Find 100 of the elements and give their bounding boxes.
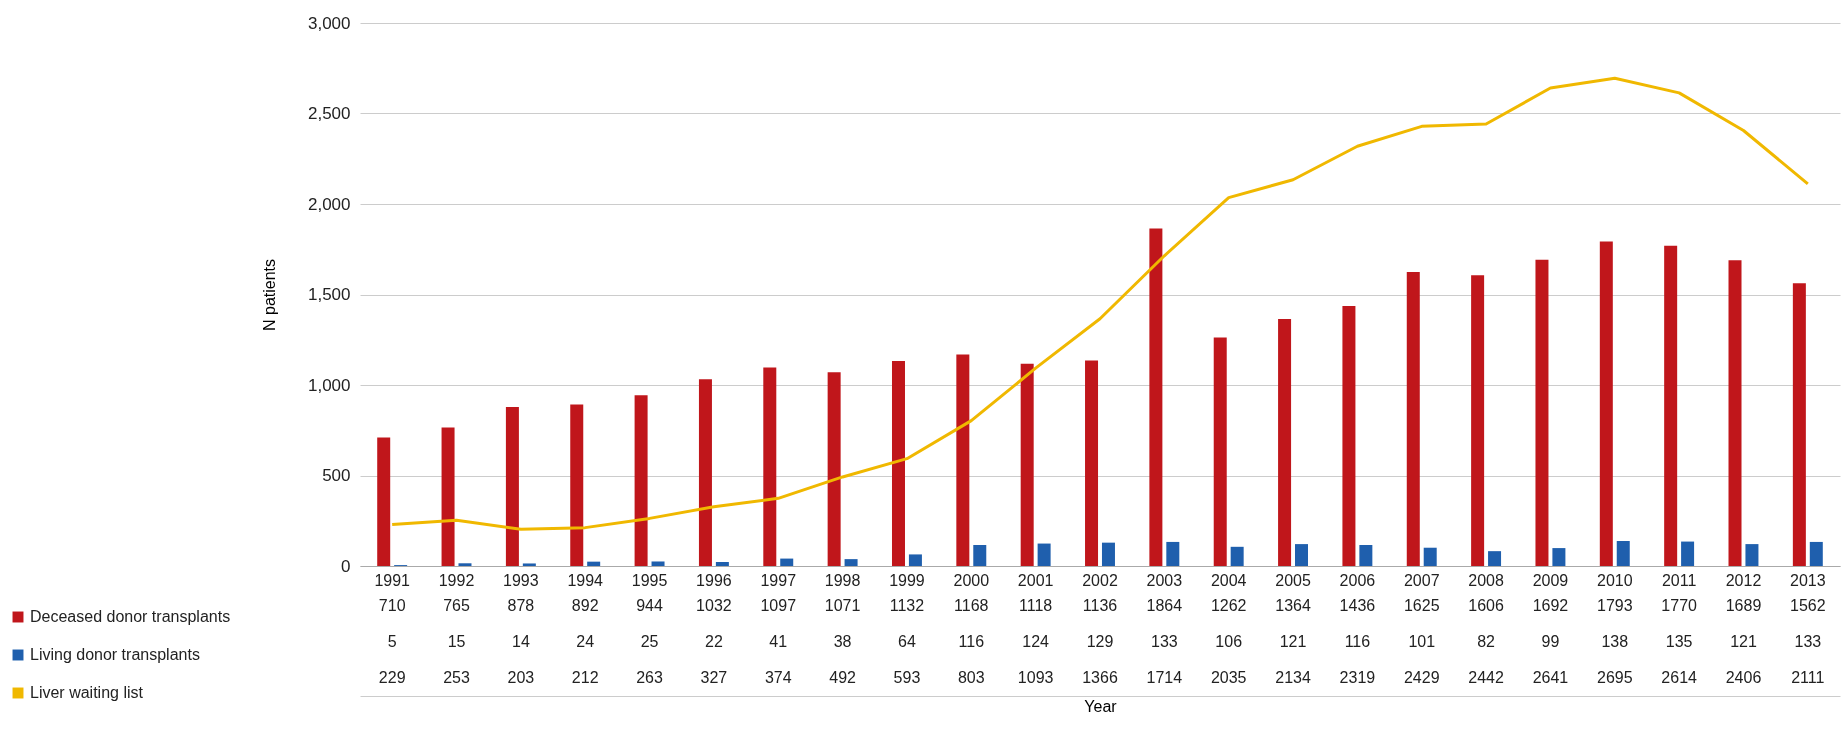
bar (1809, 541, 1823, 566)
data-label: 263 (636, 669, 664, 686)
legend-label: Liver waiting list (30, 684, 144, 701)
data-label: 106 (1215, 633, 1243, 650)
data-label: 133 (1151, 633, 1178, 650)
bar (1681, 541, 1695, 566)
data-label: 1071 (824, 597, 861, 614)
data-label: 1714 (1146, 669, 1183, 686)
x-tick-label: 2003 (1146, 571, 1183, 589)
data-label: 133 (1794, 633, 1822, 650)
data-label: 2429 (1403, 669, 1440, 686)
data-label: 803 (957, 669, 985, 686)
y-tick-label: 500 (322, 466, 351, 485)
bar (1552, 548, 1566, 566)
x-tick-label: 2012 (1725, 571, 1762, 589)
data-label: 138 (1601, 633, 1629, 650)
bar (1406, 271, 1420, 566)
bar (377, 437, 391, 566)
bar (1745, 544, 1759, 566)
data-label: 1606 (1468, 597, 1504, 614)
data-label: 878 (507, 597, 535, 614)
bar (908, 554, 922, 566)
data-label: 2406 (1725, 669, 1762, 686)
x-tick-label: 2006 (1339, 571, 1376, 589)
data-label: 1364 (1275, 597, 1311, 614)
x-tick-label: 2013 (1790, 571, 1826, 589)
x-tick-label: 1997 (760, 571, 797, 589)
data-label: 14 (511, 633, 530, 650)
data-label: 1262 (1210, 597, 1247, 614)
y-tick-label: 1,500 (307, 285, 351, 304)
y-tick-label: 3,000 (307, 13, 351, 33)
data-label: 1625 (1403, 597, 1440, 614)
data-label: 41 (769, 633, 788, 650)
data-label: 1864 (1146, 597, 1183, 614)
legend-label: Deceased donor transplants (30, 608, 231, 625)
bar (891, 361, 905, 566)
bar (634, 395, 648, 566)
data-label: 1136 (1082, 597, 1118, 614)
bar (1535, 259, 1549, 566)
bar (1213, 337, 1227, 566)
data-label: 1562 (1790, 597, 1826, 614)
x-tick-label: 2000 (953, 571, 990, 589)
bar (1166, 541, 1180, 566)
x-tick-label: 2004 (1210, 571, 1247, 589)
bar (698, 379, 712, 566)
bar (1792, 283, 1806, 566)
data-label: 116 (958, 633, 985, 650)
data-label: 253 (443, 669, 470, 686)
bar (1342, 306, 1356, 566)
data-label: 2035 (1210, 669, 1247, 686)
data-label: 124 (1022, 633, 1050, 650)
x-tick-label: 2008 (1468, 571, 1504, 589)
data-label: 374 (764, 669, 792, 686)
data-label: 2695 (1596, 669, 1633, 686)
data-label: 1366 (1082, 669, 1118, 686)
data-label: 5 (387, 633, 397, 650)
data-label: 892 (571, 597, 599, 614)
bar (587, 561, 601, 566)
x-tick-label: 2002 (1082, 571, 1118, 589)
bar (844, 559, 858, 566)
y-tick-label: 1,000 (307, 375, 351, 395)
line-series (390, 76, 1810, 531)
data-label: 1689 (1725, 597, 1762, 614)
data-label: 1168 (954, 597, 989, 614)
bar (780, 558, 794, 566)
bar (441, 427, 455, 566)
bar (715, 562, 729, 566)
x-tick-label: 1999 (889, 571, 925, 589)
x-tick-label: 1993 (503, 571, 539, 589)
data-label: 82 (1477, 633, 1496, 650)
bar (1037, 543, 1051, 566)
data-label: 1770 (1661, 597, 1698, 614)
data-label: 22 (705, 633, 723, 650)
bar (1728, 260, 1742, 566)
bar (1488, 551, 1502, 566)
data-label: 129 (1086, 633, 1114, 650)
bar (1471, 275, 1485, 566)
y-axis-title: N patients (260, 258, 278, 332)
bar (1359, 545, 1373, 566)
x-tick-label: 1992 (438, 571, 475, 589)
x-tick-label: 2010 (1596, 571, 1633, 589)
bar (827, 372, 841, 566)
data-label: 25 (640, 633, 659, 650)
x-tick-label: 2011 (1661, 571, 1697, 589)
data-label: 15 (447, 633, 466, 650)
x-tick-label: 2007 (1403, 571, 1440, 589)
bar (1020, 363, 1034, 566)
text: Year (1084, 697, 1118, 715)
data-label: 64 (898, 633, 916, 650)
data-label: 1436 (1339, 597, 1376, 614)
bar (570, 404, 584, 566)
data-label: 327 (700, 669, 728, 686)
data-label: 203 (507, 669, 535, 686)
bar (651, 561, 665, 566)
x-tick-label: 1991 (374, 571, 411, 589)
data-label: 1692 (1532, 597, 1569, 614)
data-label: 121 (1279, 633, 1307, 650)
x-tick-label: 2009 (1532, 571, 1569, 589)
data-label: 2319 (1339, 669, 1376, 686)
data-label: 2134 (1275, 669, 1311, 686)
